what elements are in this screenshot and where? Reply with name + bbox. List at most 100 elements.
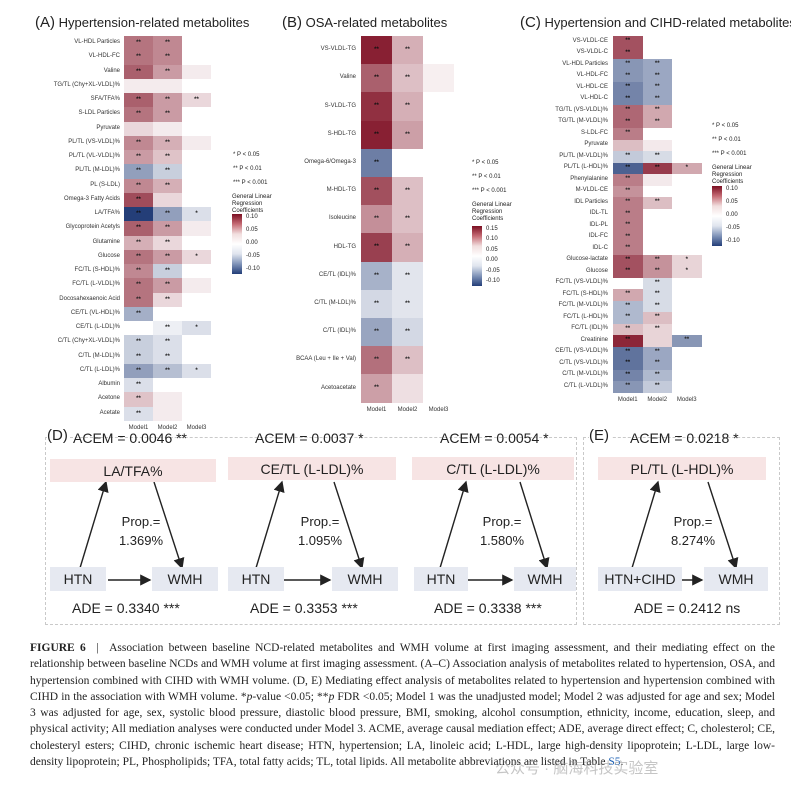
row-label: IDL Particles — [574, 198, 608, 205]
heatmap-cell: * — [672, 266, 702, 278]
heatmap-cell: ** — [642, 93, 672, 105]
colorbar-tick: 0.00 — [486, 257, 498, 264]
heatmap-cell: ** — [613, 36, 643, 48]
heatmap-cell: ** — [361, 318, 392, 347]
heatmap-cell — [182, 64, 211, 79]
heatmap-cell — [642, 174, 672, 186]
significance-legend: ** P < 0.01 — [472, 174, 501, 180]
significance-legend: *** P < 0.001 — [233, 180, 268, 186]
heatmap-cell: ** — [361, 148, 392, 177]
row-label: TG/TL (Chy+XL-VLDL)% — [53, 81, 120, 88]
row-label: IDL-TL — [589, 210, 608, 217]
prop-1: Prop.= 1.369% — [106, 512, 176, 550]
row-label: Albumin — [98, 381, 120, 388]
prop-value-3: 1.580% — [479, 533, 525, 548]
heatmap-cell — [423, 346, 454, 375]
colorbar — [712, 186, 722, 246]
column-label: Model2 — [157, 424, 178, 431]
heatmap-cell: ** — [124, 249, 153, 264]
prop-label-1: Prop.= — [121, 514, 161, 529]
heatmap-cell: ** — [613, 174, 643, 186]
prop-4: Prop.= 8.274% — [658, 512, 728, 550]
mediator-box-3: C/TL (L-LDL)% — [412, 457, 574, 480]
row-label: PL/TL (VL-VLDL)% — [68, 153, 120, 160]
heatmap-cell: ** — [124, 192, 153, 207]
heatmap-cell — [672, 208, 702, 220]
heatmap-cell — [672, 47, 702, 59]
heatmap-cell: ** — [613, 116, 643, 128]
colorbar-tick: -0.05 — [246, 253, 260, 259]
heatmap-cell: ** — [613, 289, 643, 301]
heatmap-cell — [392, 374, 423, 403]
row-label: PL (S-LDL) — [90, 181, 120, 188]
heatmap-cell: ** — [124, 292, 153, 307]
heatmap-cell — [182, 121, 211, 136]
mediation-d-border — [45, 437, 577, 625]
heatmap-cell: ** — [124, 64, 153, 79]
colorbar-tick: 0.15 — [486, 226, 498, 232]
heatmap-cell: * — [672, 254, 702, 266]
heatmap-cell — [672, 243, 702, 255]
heatmap-cell — [672, 277, 702, 289]
significance-legend: * P < 0.05 — [712, 123, 739, 129]
heatmap-cell: ** — [124, 135, 153, 150]
heatmap-cell: ** — [613, 128, 643, 140]
heatmap-cell — [153, 378, 182, 393]
panel-title-1: (B) OSA-related metabolites — [282, 14, 448, 31]
row-label: VS-VLDL-CE — [572, 37, 608, 44]
row-label: Acetate — [99, 409, 120, 416]
row-label: VL-HDL-FC — [88, 53, 120, 60]
heatmap-cell: ** — [613, 185, 643, 197]
row-label: VL-HDL Particles — [74, 39, 120, 46]
row-label: Isoleucine — [328, 215, 356, 222]
heatmap-cell: ** — [124, 36, 153, 51]
heatmap-cell — [423, 177, 454, 206]
colorbar-tick: -0.10 — [726, 238, 740, 244]
row-label: M-HDL-TG — [326, 187, 356, 194]
heatmap-cell — [182, 192, 211, 207]
colorbar-tick: 0.05 — [726, 199, 738, 205]
heatmap-cell: ** — [613, 47, 643, 59]
column-label: Model1 — [617, 396, 638, 403]
mediator-box-2: CE/TL (L-LDL)% — [228, 457, 396, 480]
heatmap-cell: ** — [124, 349, 153, 364]
colorbar-tick: 0.10 — [486, 236, 498, 243]
heatmap-cell — [672, 36, 702, 48]
heatmap-cell: ** — [124, 235, 153, 250]
caption-text-5: FDR <0.05; Model 1 was the unadjusted mo… — [30, 690, 775, 769]
heatmap-cell: ** — [613, 162, 643, 174]
heatmap-cell: ** — [124, 178, 153, 193]
heatmap-cell — [672, 70, 702, 82]
heatmap-cell — [182, 278, 211, 293]
row-label: C/TL (L-LDL)% — [79, 366, 120, 373]
row-label: HDL-TG — [333, 243, 356, 250]
heatmap-cell — [672, 358, 702, 370]
heatmap-cell: ** — [642, 162, 672, 174]
colorbar-tick: 0.00 — [246, 240, 258, 246]
row-label: LA/TFA% — [94, 210, 120, 217]
heatmap-cell: ** — [124, 164, 153, 179]
heatmap-cell: ** — [642, 381, 672, 393]
table-s5-link[interactable]: S5 — [608, 756, 621, 769]
heatmap-cell — [642, 335, 672, 347]
heatmap-cell — [423, 148, 454, 177]
heatmap-cell — [153, 78, 182, 93]
heatmap-cell: * — [182, 321, 211, 336]
mediation-arrows — [79, 480, 739, 586]
ade-label-4: ADE = 0.2412 ns — [634, 600, 741, 616]
outcome-box-3: WMH — [514, 567, 576, 591]
row-label: Phenylalanine — [570, 175, 608, 182]
heatmap-cell — [672, 197, 702, 209]
heatmap-cell: ** — [392, 177, 423, 206]
caption-separator: | — [96, 642, 99, 654]
row-label: Pyruvate — [584, 141, 608, 148]
heatmap-cell: ** — [361, 346, 392, 375]
heatmap-cell: ** — [642, 151, 672, 163]
heatmap-cell: ** — [613, 151, 643, 163]
heatmap-cell: ** — [361, 374, 392, 403]
colorbar-tick: -0.10 — [246, 266, 260, 272]
ade-label-2: ADE = 0.3353 *** — [250, 600, 358, 616]
heatmap-cell — [672, 323, 702, 335]
row-label: C/TL (M-VLDL)% — [562, 371, 608, 378]
row-label: VS-VLDL-TG — [320, 46, 356, 53]
